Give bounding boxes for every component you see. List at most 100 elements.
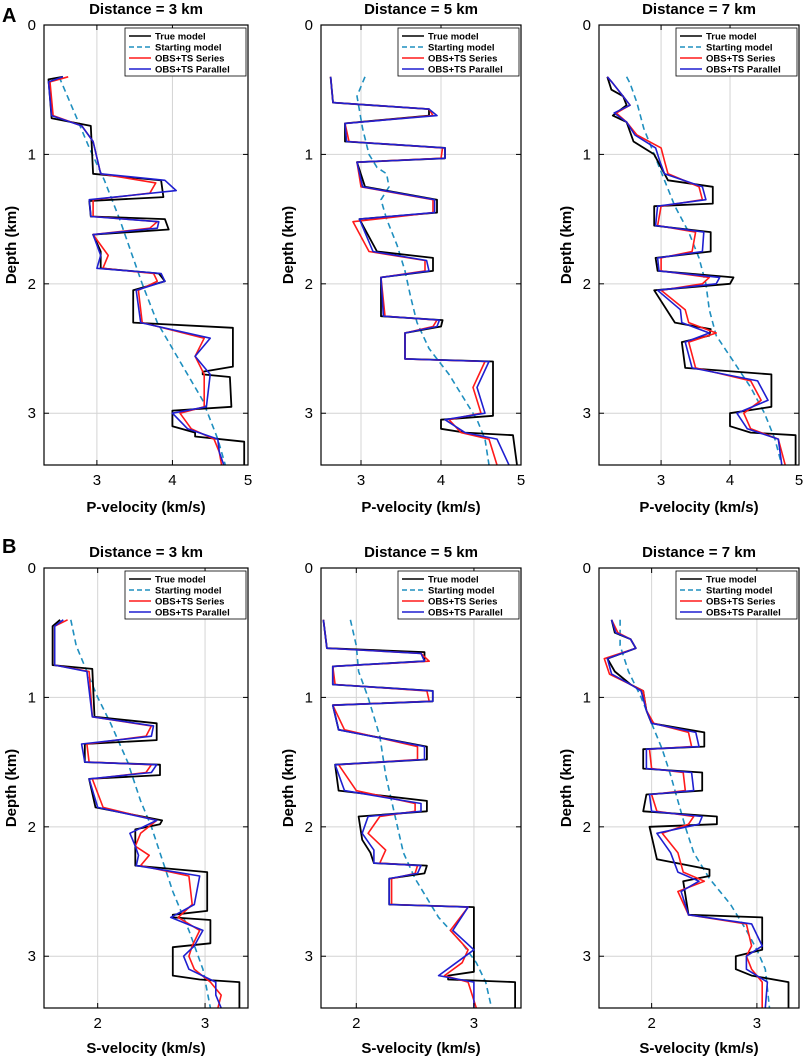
legend-label-start: Starting model	[155, 43, 222, 54]
legend-label-start: Starting model	[706, 43, 773, 54]
x-tick-label: 2	[352, 1015, 360, 1032]
legend-label-start: Starting model	[155, 586, 222, 597]
x-axis-label: P-velocity (km/s)	[361, 499, 480, 516]
y-tick-label: 0	[305, 17, 313, 34]
subplot-title: Distance = 5 km	[364, 544, 478, 561]
legend-label-parallel: OBS+TS Parallel	[706, 65, 781, 76]
axes-box	[43, 24, 249, 466]
y-tick-label: 1	[28, 689, 36, 706]
y-tick-label: 3	[28, 948, 36, 965]
y-tick-label: 2	[305, 819, 313, 836]
y-tick-label: 0	[28, 17, 36, 34]
x-axis-label: P-velocity (km/s)	[86, 499, 205, 516]
x-tick-label: 5	[795, 472, 803, 489]
panel-label-A: A	[2, 5, 16, 27]
y-tick-label: 1	[305, 689, 313, 706]
axes-box	[320, 24, 522, 466]
legend-label-true: True model	[706, 575, 757, 586]
series-line-start	[356, 76, 490, 465]
axes-box	[43, 567, 249, 1009]
y-tick-label: 0	[305, 560, 313, 577]
subplot-title: Distance = 3 km	[89, 1, 203, 18]
x-tick-label: 3	[357, 472, 365, 489]
subplot-2: 3 4 5 0 1 2 3 Distance = 5 km P-velocity (km/s) D…	[280, 1, 525, 516]
subplot-title: Distance = 7 km	[642, 1, 756, 18]
x-tick-label: 2	[647, 1015, 655, 1032]
y-axis-label: Depth (km)	[280, 749, 297, 827]
x-tick-label: 3	[657, 472, 665, 489]
subplot-4: 2 3 0 1 2 3 Distance = 3 km S-velocity (km/s) De…	[3, 544, 249, 1057]
y-tick-label: 3	[583, 948, 591, 965]
panel-label-B: B	[2, 536, 16, 558]
series-line-start	[619, 619, 771, 1008]
subplot-title: Distance = 5 km	[364, 1, 478, 18]
legend-label-true: True model	[706, 32, 757, 43]
x-tick-label: 3	[753, 1015, 761, 1032]
series-line-start	[349, 619, 493, 1008]
legend-label-series: OBS+TS Series	[428, 597, 497, 608]
x-tick-label: 3	[470, 1015, 478, 1032]
series-line-true	[606, 619, 790, 1008]
series-line-start	[58, 76, 227, 465]
y-tick-label: 2	[583, 276, 591, 293]
y-tick-label: 2	[28, 819, 36, 836]
series-line-parallel	[606, 76, 783, 465]
axes-box	[598, 567, 800, 1009]
legend-label-start: Starting model	[428, 43, 495, 54]
x-tick-label: 4	[726, 472, 734, 489]
y-tick-label: 2	[28, 276, 36, 293]
series-line-true	[51, 619, 241, 1008]
y-axis-label: Depth (km)	[3, 749, 20, 827]
x-axis-label: S-velocity (km/s)	[361, 1040, 480, 1057]
y-axis-label: Depth (km)	[558, 206, 575, 284]
x-tick-label: 5	[517, 472, 525, 489]
series-line-parallel	[606, 619, 769, 1008]
series-line-true	[329, 76, 518, 465]
y-tick-label: 0	[28, 560, 36, 577]
legend-label-true: True model	[155, 32, 206, 43]
series-line-parallel	[329, 76, 510, 465]
x-axis-label: P-velocity (km/s)	[639, 499, 758, 516]
y-tick-label: 1	[583, 689, 591, 706]
series-line-start	[625, 76, 783, 465]
x-tick-label: 5	[244, 472, 252, 489]
subplot-3: 3 4 5 0 1 2 3 Distance = 7 km P-velocity (km/s) D…	[558, 1, 803, 516]
legend-label-start: Starting model	[428, 586, 495, 597]
y-tick-label: 1	[583, 146, 591, 163]
legend-label-parallel: OBS+TS Parallel	[155, 65, 230, 76]
series-line-true	[47, 75, 246, 465]
legend-label-series: OBS+TS Series	[706, 54, 775, 65]
legend-label-series: OBS+TS Series	[706, 597, 775, 608]
subplot-title: Distance = 3 km	[89, 544, 203, 561]
legend-label-true: True model	[428, 32, 479, 43]
y-axis-label: Depth (km)	[280, 206, 297, 284]
legend-label-parallel: OBS+TS Parallel	[155, 608, 230, 619]
x-tick-label: 2	[94, 1015, 102, 1032]
y-axis-label: Depth (km)	[558, 749, 575, 827]
series-line-parallel	[53, 619, 222, 1008]
legend-label-true: True model	[428, 575, 479, 586]
y-axis-label: Depth (km)	[3, 206, 20, 284]
y-tick-label: 2	[305, 276, 313, 293]
series-line-true	[322, 619, 516, 1008]
legend-label-parallel: OBS+TS Parallel	[428, 65, 503, 76]
subplot-1: 3 4 5 0 1 2 3 Distance = 3 km P-velocity (km/s) D…	[3, 1, 252, 516]
legend-label-series: OBS+TS Series	[155, 54, 224, 65]
y-tick-label: 3	[28, 405, 36, 422]
subplot-5: 2 3 0 1 2 3 Distance = 5 km S-velocity (km/s) De…	[280, 544, 522, 1057]
legend-label-true: True model	[155, 575, 206, 586]
x-tick-label: 3	[201, 1015, 209, 1032]
y-tick-label: 2	[583, 819, 591, 836]
subplot-title: Distance = 7 km	[642, 544, 756, 561]
y-tick-label: 0	[583, 17, 591, 34]
x-axis-label: S-velocity (km/s)	[86, 1040, 205, 1057]
x-tick-label: 3	[93, 472, 101, 489]
y-tick-label: 0	[583, 560, 591, 577]
legend-label-parallel: OBS+TS Parallel	[428, 608, 503, 619]
